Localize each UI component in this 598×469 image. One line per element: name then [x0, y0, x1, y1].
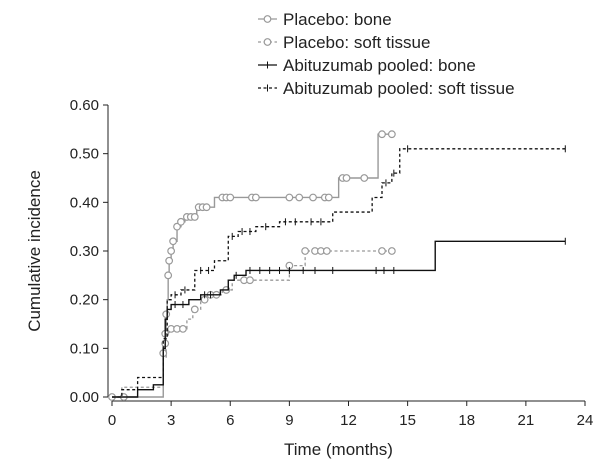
legend-marker: [263, 15, 272, 23]
x-axis-title: Time (months): [284, 440, 393, 459]
censor-marker: [226, 193, 235, 202]
y-tick-label: 0.00: [70, 389, 99, 406]
censor-marker: [378, 247, 386, 255]
legend-item-placebo-bone: Placebo: bone: [258, 10, 392, 29]
series-line-placebo-soft-tissue: [112, 250, 392, 398]
censor-marker: [165, 256, 174, 265]
x-ticks: 0 3 6 9 12 15 18 21 24: [108, 401, 594, 429]
legend-item-abituzumab-pooled-bone: Abituzumab pooled: bone: [258, 56, 476, 75]
censor-marker: [177, 217, 185, 226]
x-tick-label: 24: [577, 412, 594, 429]
legend-item-abituzumab-pooled-soft-tissue: Abituzumab pooled: soft tissue: [258, 79, 515, 98]
censor-marker: [324, 193, 333, 202]
y-tick-label: 0.20: [70, 292, 99, 309]
censor-marker: [173, 222, 181, 231]
censor-marker: [179, 324, 187, 333]
x-tick-label: 9: [285, 412, 293, 429]
legend: Placebo: bone Placebo: soft tissue Abituzu…: [258, 10, 515, 98]
censor-marker: [387, 130, 396, 139]
censor-marker: [190, 213, 199, 221]
y-axis-title: Cumulative incidence: [25, 170, 44, 332]
censor-marker: [190, 305, 199, 314]
censor-marker: [301, 247, 310, 255]
censor-marker: [246, 276, 254, 285]
series-abituzumab-pooled-soft-tissue: [112, 145, 566, 398]
x-tick-label: 0: [108, 412, 116, 429]
series-abituzumab-pooled-bone: [112, 237, 566, 398]
legend-label: Placebo: bone: [283, 10, 392, 29]
legend-item-placebo-soft-tissue: Placebo: soft tissue: [258, 33, 430, 52]
censor-marker: [251, 193, 260, 202]
censor-marker: [378, 130, 386, 139]
legend-label: Placebo: soft tissue: [283, 33, 430, 52]
x-tick-label: 15: [399, 412, 416, 429]
censor-marker: [360, 174, 369, 182]
censor-marker: [202, 203, 211, 212]
y-tick-label: 0.60: [70, 97, 99, 114]
censor-marker: [322, 247, 331, 255]
axes: 0.00 0.10 0.20 0.30 0.40 0.50 0.60 0 3 6 9 12 15 18 2…: [25, 97, 593, 459]
censor-marker: [285, 193, 294, 202]
series-line-placebo-bone: [112, 133, 392, 398]
x-tick-label: 18: [458, 412, 475, 429]
legend-label: Abituzumab pooled: bone: [283, 56, 476, 75]
censor-marker: [309, 193, 317, 202]
series-placebo-bone: [108, 130, 396, 401]
censor-marker: [387, 247, 396, 255]
censor-marker: [295, 193, 304, 202]
x-tick-label: 6: [226, 412, 234, 429]
censor-marker: [162, 310, 171, 319]
censor-marker: [167, 247, 176, 255]
y-tick-label: 0.30: [70, 243, 99, 260]
series-line-abituzumab-pooled-bone: [112, 240, 566, 398]
series-line-abituzumab-pooled-soft-tissue: [112, 148, 566, 398]
censor-marker: [164, 271, 173, 280]
legend-label: Abituzumab pooled: soft tissue: [283, 79, 515, 98]
plot-area: [108, 130, 566, 401]
y-tick-label: 0.50: [70, 146, 99, 163]
x-tick-label: 21: [518, 412, 535, 429]
y-tick-label: 0.10: [70, 340, 99, 357]
legend-marker: [263, 38, 272, 46]
y-ticks: 0.00 0.10 0.20 0.30 0.40 0.50 0.60: [70, 97, 108, 406]
censor-marker: [342, 174, 351, 182]
censor-marker: [169, 237, 177, 246]
x-tick-label: 12: [340, 412, 357, 429]
x-tick-label: 3: [167, 412, 175, 429]
y-tick-label: 0.40: [70, 194, 99, 211]
